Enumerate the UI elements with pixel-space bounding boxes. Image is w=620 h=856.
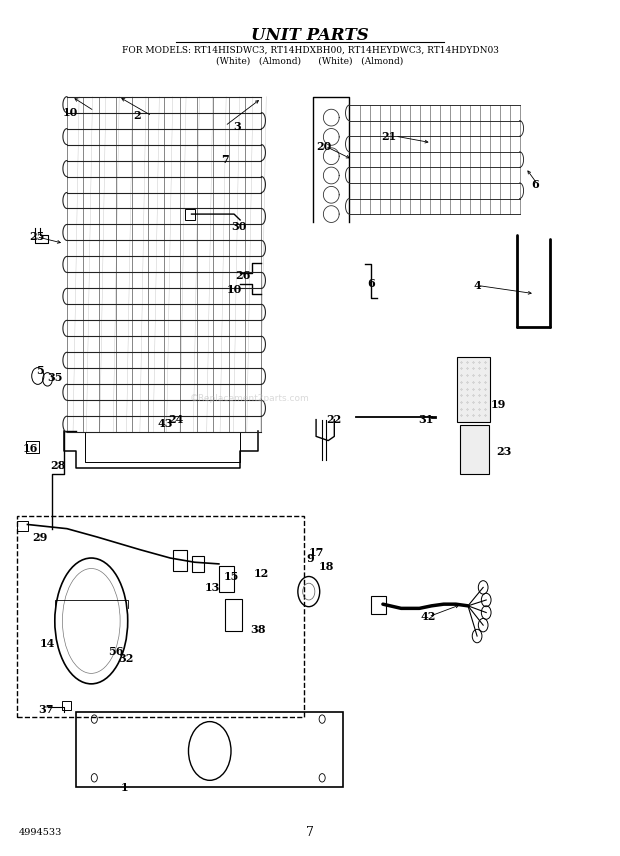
Text: 29: 29 (32, 532, 47, 543)
Bar (17, 516, 304, 717)
Bar (76, 711, 343, 787)
Text: 23: 23 (497, 446, 512, 457)
Bar (219, 567, 234, 591)
Text: 9: 9 (306, 552, 314, 563)
Text: 30: 30 (231, 221, 247, 232)
Text: UNIT PARTS: UNIT PARTS (251, 27, 369, 44)
Bar (225, 599, 242, 631)
Text: 16: 16 (23, 443, 38, 454)
Text: 56: 56 (108, 646, 123, 657)
Text: 31: 31 (418, 414, 433, 425)
Text: 12: 12 (254, 568, 269, 579)
FancyBboxPatch shape (460, 425, 489, 474)
Text: 10: 10 (63, 107, 78, 118)
Text: ©Replacement2parts.com: ©Replacement2parts.com (189, 394, 309, 403)
Text: 20: 20 (316, 140, 332, 152)
Text: 35: 35 (47, 372, 63, 383)
Text: 6: 6 (531, 179, 539, 190)
Text: 5: 5 (36, 366, 43, 377)
Text: 6: 6 (367, 278, 374, 289)
Bar (173, 550, 187, 571)
Text: 28: 28 (50, 461, 66, 472)
Bar (371, 596, 386, 615)
Bar (185, 209, 195, 220)
Text: 24: 24 (169, 414, 184, 425)
Text: 15: 15 (223, 571, 239, 582)
Text: 4: 4 (473, 280, 481, 291)
Text: 18: 18 (319, 561, 334, 572)
Text: 42: 42 (421, 611, 436, 622)
Text: 3: 3 (233, 121, 241, 132)
Text: (White)   (Almond)      (White)   (Almond): (White) (Almond) (White) (Almond) (216, 56, 404, 65)
Text: 26: 26 (236, 270, 251, 281)
Text: FOR MODELS: RT14HISDWC3, RT14HDXBH00, RT14HEYDWC3, RT14HDYDN03: FOR MODELS: RT14HISDWC3, RT14HDXBH00, RT… (122, 46, 498, 55)
FancyBboxPatch shape (457, 357, 490, 422)
Text: 22: 22 (327, 414, 342, 425)
Text: 32: 32 (118, 653, 133, 664)
Text: 2: 2 (133, 110, 141, 122)
Text: 43: 43 (157, 419, 173, 430)
Text: 25: 25 (29, 231, 44, 242)
Bar (192, 556, 203, 573)
Text: 4994533: 4994533 (19, 828, 62, 837)
Text: 7: 7 (306, 826, 314, 839)
Text: 38: 38 (250, 624, 266, 635)
Text: 13: 13 (205, 582, 221, 593)
Text: 37: 37 (38, 704, 53, 715)
Text: 21: 21 (381, 131, 397, 141)
Text: 14: 14 (39, 638, 55, 649)
Bar (17, 521, 28, 532)
Text: 17: 17 (308, 547, 324, 557)
Bar (62, 701, 71, 710)
Text: 10: 10 (226, 284, 242, 295)
Text: 1: 1 (121, 782, 128, 793)
Text: 19: 19 (490, 399, 506, 410)
Text: 7: 7 (221, 154, 229, 165)
